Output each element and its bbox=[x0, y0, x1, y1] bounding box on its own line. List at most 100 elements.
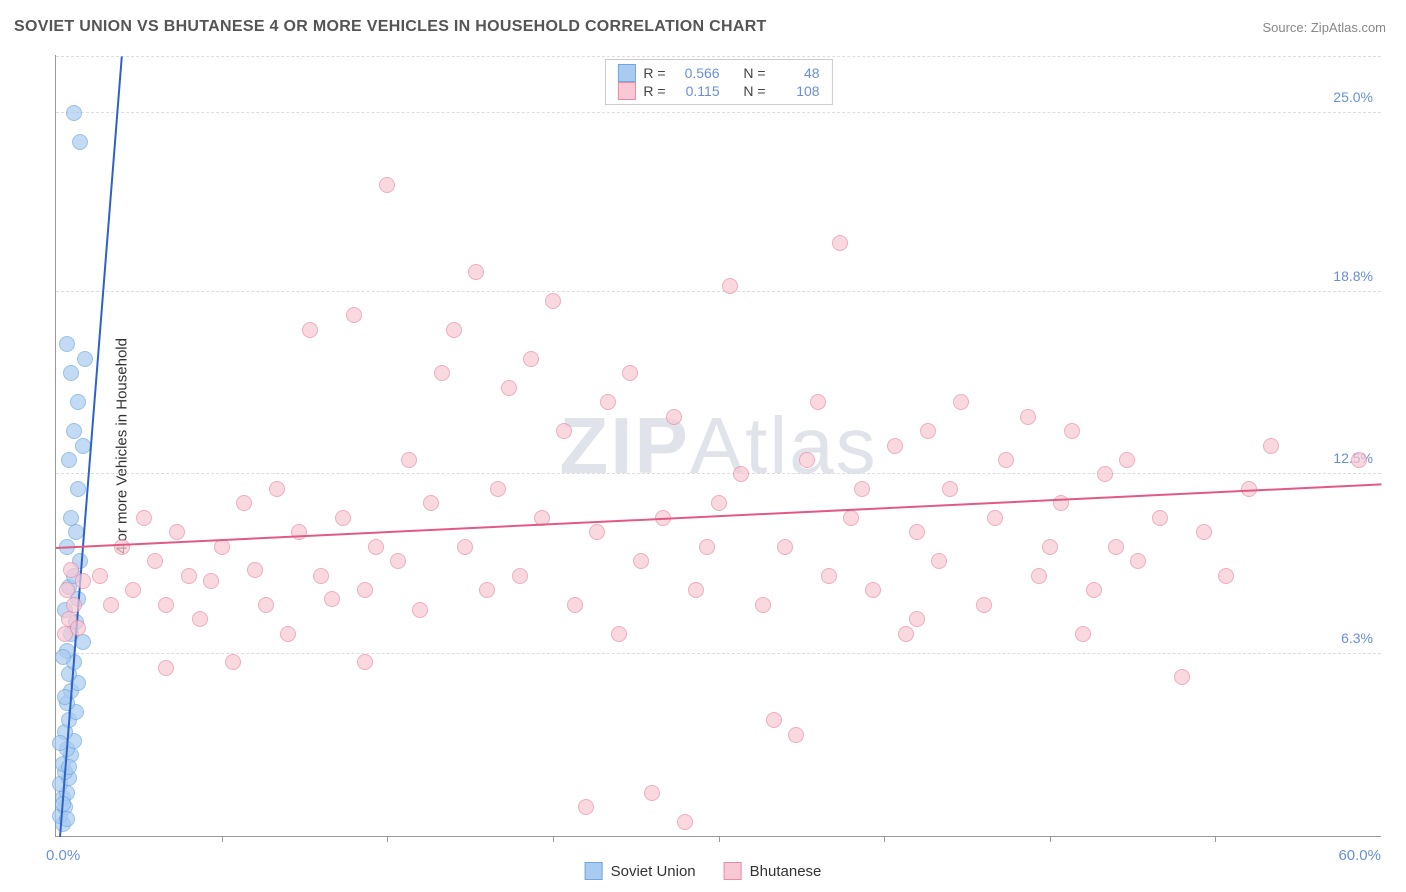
n-value-soviet: 48 bbox=[774, 65, 820, 81]
scatter-point bbox=[92, 568, 108, 584]
watermark-light: Atlas bbox=[690, 401, 878, 490]
scatter-point bbox=[523, 351, 539, 367]
scatter-point bbox=[567, 597, 583, 613]
x-tick bbox=[1215, 836, 1216, 842]
scatter-point bbox=[1042, 539, 1058, 555]
scatter-point bbox=[512, 568, 528, 584]
scatter-point bbox=[1108, 539, 1124, 555]
scatter-point bbox=[147, 553, 163, 569]
scatter-point bbox=[490, 481, 506, 497]
scatter-point bbox=[909, 524, 925, 540]
r-value-soviet: 0.566 bbox=[674, 65, 720, 81]
scatter-point bbox=[633, 553, 649, 569]
x-tick bbox=[553, 836, 554, 842]
series-legend: Soviet Union Bhutanese bbox=[585, 862, 822, 880]
scatter-point bbox=[887, 438, 903, 454]
scatter-point bbox=[1196, 524, 1212, 540]
scatter-point bbox=[998, 452, 1014, 468]
scatter-point bbox=[203, 573, 219, 589]
plot-area: ZIPAtlas 0.0% 60.0% R = 0.566 N = 48 R =… bbox=[55, 55, 1381, 837]
x-tick bbox=[1050, 836, 1051, 842]
legend-item-soviet: Soviet Union bbox=[585, 862, 696, 880]
scatter-point bbox=[412, 602, 428, 618]
swatch-bhutanese bbox=[724, 862, 742, 880]
scatter-point bbox=[589, 524, 605, 540]
scatter-point bbox=[236, 495, 252, 511]
scatter-point bbox=[1351, 452, 1367, 468]
scatter-point bbox=[788, 727, 804, 743]
scatter-point bbox=[401, 452, 417, 468]
scatter-point bbox=[777, 539, 793, 555]
scatter-point bbox=[799, 452, 815, 468]
scatter-point bbox=[766, 712, 782, 728]
scatter-point bbox=[61, 452, 77, 468]
scatter-point bbox=[1031, 568, 1047, 584]
scatter-point bbox=[578, 799, 594, 815]
scatter-point bbox=[136, 510, 152, 526]
scatter-point bbox=[468, 264, 484, 280]
scatter-point bbox=[280, 626, 296, 642]
scatter-point bbox=[158, 660, 174, 676]
swatch-soviet bbox=[585, 862, 603, 880]
scatter-point bbox=[55, 649, 71, 665]
scatter-point bbox=[335, 510, 351, 526]
scatter-point bbox=[953, 394, 969, 410]
r-label: R = bbox=[643, 65, 665, 81]
scatter-point bbox=[66, 597, 82, 613]
stats-legend: R = 0.566 N = 48 R = 0.115 N = 108 bbox=[604, 59, 832, 105]
scatter-point bbox=[357, 654, 373, 670]
scatter-point bbox=[446, 322, 462, 338]
scatter-point bbox=[1086, 582, 1102, 598]
scatter-point bbox=[434, 365, 450, 381]
scatter-point bbox=[247, 562, 263, 578]
scatter-point bbox=[976, 597, 992, 613]
scatter-point bbox=[1075, 626, 1091, 642]
scatter-point bbox=[103, 597, 119, 613]
scatter-point bbox=[909, 611, 925, 627]
scatter-point bbox=[545, 293, 561, 309]
scatter-point bbox=[125, 582, 141, 598]
x-axis-max-label: 60.0% bbox=[1338, 847, 1381, 864]
scatter-point bbox=[324, 591, 340, 607]
scatter-point bbox=[1174, 669, 1190, 685]
swatch-bhutanese bbox=[617, 82, 635, 100]
scatter-point bbox=[865, 582, 881, 598]
x-tick bbox=[884, 836, 885, 842]
scatter-point bbox=[931, 553, 947, 569]
scatter-point bbox=[75, 573, 91, 589]
scatter-point bbox=[1020, 409, 1036, 425]
scatter-point bbox=[722, 278, 738, 294]
scatter-point bbox=[72, 134, 88, 150]
stats-row-bhutanese: R = 0.115 N = 108 bbox=[617, 82, 819, 100]
gridline bbox=[56, 653, 1381, 654]
scatter-point bbox=[291, 524, 307, 540]
r-label: R = bbox=[643, 83, 665, 99]
scatter-point bbox=[1130, 553, 1146, 569]
x-tick bbox=[387, 836, 388, 842]
scatter-point bbox=[832, 235, 848, 251]
scatter-point bbox=[898, 626, 914, 642]
y-tick-label: 18.8% bbox=[1333, 268, 1373, 284]
scatter-point bbox=[611, 626, 627, 642]
scatter-point bbox=[666, 409, 682, 425]
scatter-point bbox=[1097, 466, 1113, 482]
gridline bbox=[56, 473, 1381, 474]
scatter-point bbox=[70, 394, 86, 410]
n-value-bhutanese: 108 bbox=[774, 83, 820, 99]
scatter-point bbox=[68, 524, 84, 540]
scatter-point bbox=[755, 597, 771, 613]
scatter-point bbox=[169, 524, 185, 540]
scatter-point bbox=[854, 481, 870, 497]
stats-row-soviet: R = 0.566 N = 48 bbox=[617, 64, 819, 82]
scatter-point bbox=[390, 553, 406, 569]
scatter-point bbox=[556, 423, 572, 439]
scatter-point bbox=[59, 582, 75, 598]
x-tick bbox=[719, 836, 720, 842]
scatter-point bbox=[423, 495, 439, 511]
scatter-point bbox=[622, 365, 638, 381]
scatter-point bbox=[688, 582, 704, 598]
chart-title: SOVIET UNION VS BHUTANESE 4 OR MORE VEHI… bbox=[14, 18, 767, 36]
y-tick-label: 6.3% bbox=[1341, 630, 1373, 646]
scatter-point bbox=[920, 423, 936, 439]
x-tick bbox=[222, 836, 223, 842]
